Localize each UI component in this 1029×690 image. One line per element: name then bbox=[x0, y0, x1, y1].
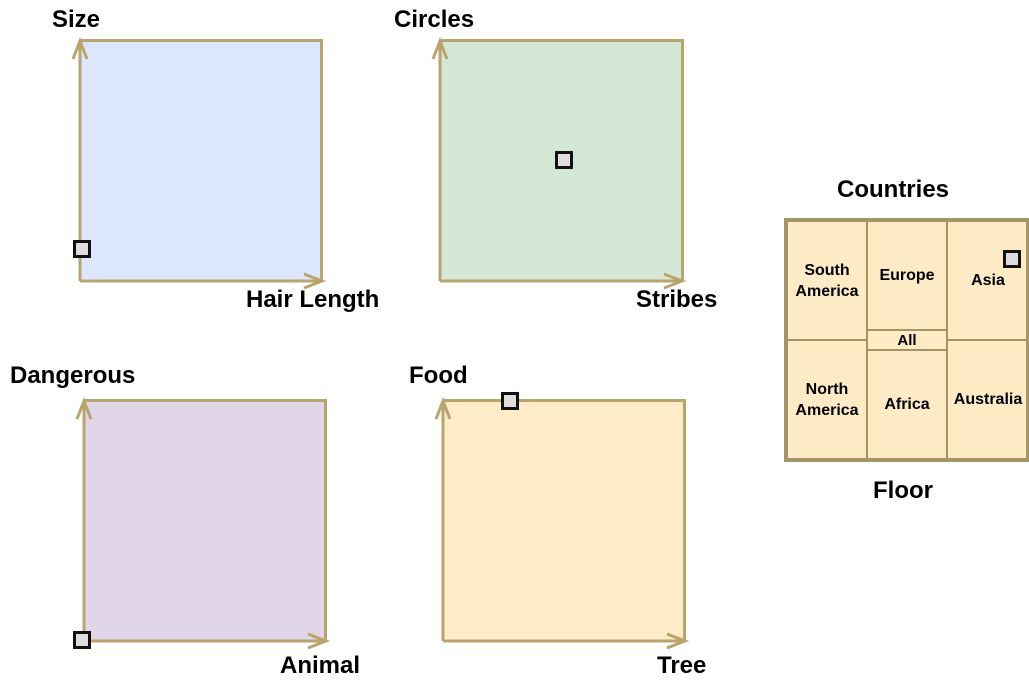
handle-size[interactable] bbox=[73, 240, 91, 258]
countries-floor-label: Floor bbox=[873, 477, 933, 504]
axes-food bbox=[434, 396, 690, 650]
x-axis-label-dangerous: Animal bbox=[280, 652, 361, 679]
x-axis-label-food: Tree bbox=[657, 652, 707, 679]
region-africa[interactable]: Africa bbox=[867, 350, 947, 459]
region-south-america[interactable]: South America bbox=[787, 221, 867, 340]
axes-dangerous bbox=[75, 396, 331, 650]
region-all[interactable]: All bbox=[867, 330, 947, 350]
region-australia[interactable]: Australia bbox=[947, 340, 1029, 459]
y-axis-label-food: Food bbox=[409, 362, 468, 389]
handle-dangerous[interactable] bbox=[73, 631, 91, 649]
x-axis-label-circles: Stribes bbox=[636, 286, 718, 313]
region-north-america[interactable]: North America bbox=[787, 340, 867, 459]
plot-area-food[interactable] bbox=[443, 399, 686, 641]
axes-size bbox=[71, 36, 327, 290]
handle-circles[interactable] bbox=[555, 151, 573, 169]
x-axis-label-size: Hair Length bbox=[246, 286, 380, 313]
plot-area-size[interactable] bbox=[80, 39, 323, 281]
handle-countries[interactable] bbox=[1003, 250, 1021, 268]
y-axis-label-circles: Circles bbox=[394, 6, 475, 33]
region-asia[interactable]: Asia bbox=[947, 221, 1029, 340]
region-europe[interactable]: Europe bbox=[867, 221, 947, 330]
plot-area-dangerous[interactable] bbox=[84, 399, 327, 641]
handle-food[interactable] bbox=[501, 392, 519, 410]
y-axis-label-size: Size bbox=[52, 6, 101, 33]
countries-title: Countries bbox=[837, 176, 950, 203]
y-axis-label-dangerous: Dangerous bbox=[10, 362, 136, 389]
axes-circles bbox=[431, 36, 687, 290]
countries-map: South America Europe Asia All North Amer… bbox=[784, 218, 1029, 462]
